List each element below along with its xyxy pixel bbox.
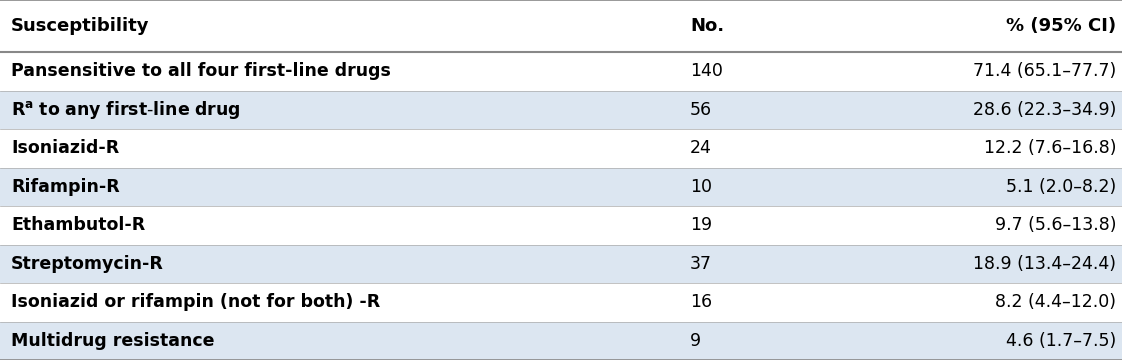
Text: 10: 10 [690, 178, 712, 196]
Text: 71.4 (65.1–77.7): 71.4 (65.1–77.7) [973, 62, 1116, 80]
Text: % (95% CI): % (95% CI) [1006, 17, 1116, 35]
Bar [0, 129, 1122, 168]
Text: 9.7 (5.6–13.8): 9.7 (5.6–13.8) [995, 216, 1116, 234]
Bar [0, 244, 1122, 283]
Bar [0, 52, 1122, 91]
Text: 9: 9 [690, 332, 701, 350]
Text: 18.9 (13.4–24.4): 18.9 (13.4–24.4) [974, 255, 1116, 273]
Bar [0, 283, 1122, 321]
Text: Streptomycin-R: Streptomycin-R [11, 255, 164, 273]
Text: 8.2 (4.4–12.0): 8.2 (4.4–12.0) [995, 293, 1116, 311]
Text: 28.6 (22.3–34.9): 28.6 (22.3–34.9) [973, 101, 1116, 119]
Text: Susceptibility: Susceptibility [11, 17, 149, 35]
Bar [0, 0, 1122, 52]
Bar [0, 206, 1122, 244]
Bar [0, 321, 1122, 360]
Text: 4.6 (1.7–7.5): 4.6 (1.7–7.5) [1006, 332, 1116, 350]
Text: No.: No. [690, 17, 724, 35]
Text: 56: 56 [690, 101, 712, 119]
Text: 140: 140 [690, 62, 723, 80]
Text: 19: 19 [690, 216, 712, 234]
Text: 37: 37 [690, 255, 712, 273]
Text: 12.2 (7.6–16.8): 12.2 (7.6–16.8) [984, 139, 1116, 157]
Text: Rifampin-R: Rifampin-R [11, 178, 120, 196]
Text: Isoniazid or rifampin (not for both) -R: Isoniazid or rifampin (not for both) -R [11, 293, 380, 311]
Bar [0, 91, 1122, 129]
Bar [0, 168, 1122, 206]
Text: Ethambutol-R: Ethambutol-R [11, 216, 146, 234]
Text: 24: 24 [690, 139, 711, 157]
Text: 5.1 (2.0–8.2): 5.1 (2.0–8.2) [1006, 178, 1116, 196]
Text: 16: 16 [690, 293, 712, 311]
Text: Pansensitive to all four first-line drugs: Pansensitive to all four first-line drug… [11, 62, 392, 80]
Text: Multidrug resistance: Multidrug resistance [11, 332, 214, 350]
Text: $\mathbf{R}^{\mathbf{a}}$$\mathbf{\ to\ any\ first\text{-}line\ drug}$: $\mathbf{R}^{\mathbf{a}}$$\mathbf{\ to\ … [11, 99, 241, 121]
Text: Isoniazid-R: Isoniazid-R [11, 139, 119, 157]
